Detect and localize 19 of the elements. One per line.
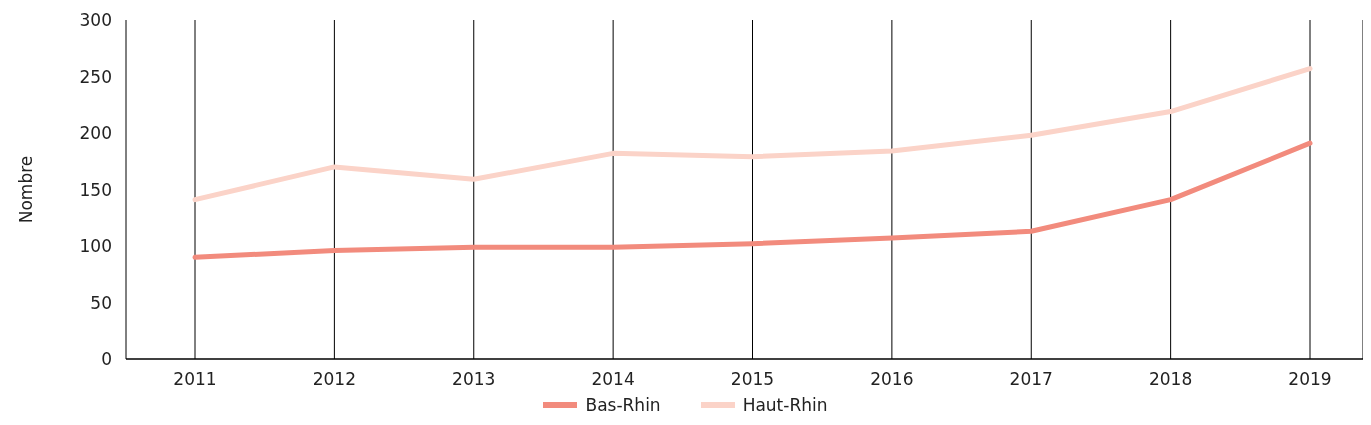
- y-tick-label: 0: [101, 349, 112, 370]
- x-tick-label: 2017: [1009, 369, 1053, 390]
- y-tick-label: 150: [79, 179, 112, 200]
- y-tick-label: 250: [79, 66, 112, 87]
- x-tick-label: 2011: [173, 369, 217, 390]
- legend-label: Haut-Rhin: [741, 395, 828, 415]
- y-axis-title: Nombre: [16, 155, 37, 224]
- x-tick-label: 2015: [730, 369, 775, 390]
- x-tick-label: 2013: [452, 369, 496, 390]
- x-tick-label: 2016: [870, 369, 914, 390]
- y-tick-label: 300: [79, 10, 112, 31]
- x-tick-label: 2012: [312, 369, 357, 390]
- x-tick-label: 2018: [1148, 369, 1193, 390]
- legend-label: Bas-Rhin: [584, 395, 661, 415]
- y-tick-label: 100: [79, 236, 112, 257]
- y-tick-label: 200: [79, 123, 112, 144]
- x-tick-label: 2019: [1288, 369, 1332, 390]
- x-tick-label: 2014: [591, 369, 635, 390]
- y-tick-label: 50: [90, 292, 112, 313]
